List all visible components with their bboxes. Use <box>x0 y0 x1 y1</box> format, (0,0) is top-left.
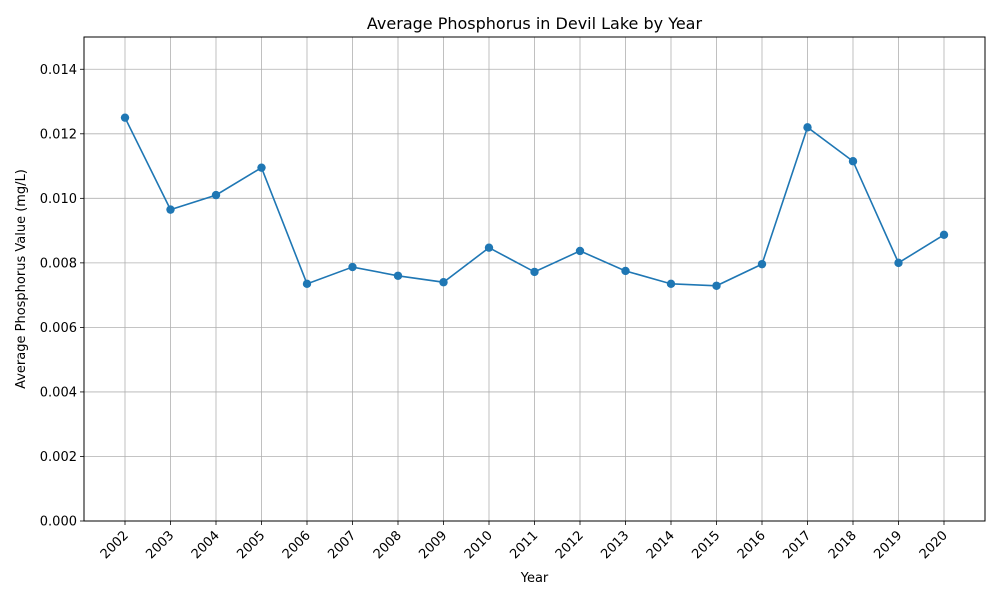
y-axis-title: Average Phosphorus Value (mg/L) <box>14 169 29 389</box>
x-tick-label: 2013 <box>598 528 632 562</box>
data-point <box>575 246 585 256</box>
y-tick-label: 0.014 <box>40 63 77 78</box>
data-point <box>621 266 630 276</box>
x-tick-label: 2008 <box>371 528 405 562</box>
y-tick-label: 0.000 <box>40 515 77 530</box>
data-point <box>348 262 357 272</box>
x-tick-label: 2012 <box>553 528 587 562</box>
x-tick-label: 2002 <box>98 528 132 562</box>
data-point <box>484 243 494 252</box>
x-tick-label: 2020 <box>917 528 951 562</box>
x-tick-label: 2017 <box>780 528 814 562</box>
x-tick-label: 2005 <box>234 528 268 562</box>
data-point <box>666 279 676 289</box>
x-axis-ticks: 2002 2003 2004 2005 2006 2007 2008 2009 2010 2011… <box>98 521 951 562</box>
x-tick-label: 2011 <box>507 528 541 562</box>
y-tick-label: 0.006 <box>40 321 77 336</box>
y-tick-label: 0.008 <box>40 256 77 271</box>
x-tick-label: 2019 <box>871 528 905 562</box>
y-tick-label: 0.010 <box>40 192 77 207</box>
x-tick-label: 2003 <box>143 528 177 562</box>
y-axis-ticks: 0.000 0.002 0.004 0.006 0.008 0.010 0.012 0.014 <box>40 63 84 530</box>
data-point <box>530 267 539 277</box>
grid <box>84 37 985 522</box>
x-tick-label: 2009 <box>416 528 450 562</box>
chart-title: Average Phosphorus in Devil Lake by Year <box>367 14 703 33</box>
data-point <box>439 278 448 287</box>
series-layer <box>120 113 949 290</box>
x-tick-label: 2015 <box>689 528 723 562</box>
data-point <box>211 190 221 200</box>
data-point <box>894 258 903 268</box>
x-tick-label: 2016 <box>735 528 769 562</box>
data-point <box>803 123 812 132</box>
x-tick-label: 2007 <box>325 528 359 562</box>
x-tick-label: 2010 <box>462 528 496 562</box>
x-tick-label: 2018 <box>826 528 860 562</box>
data-point <box>712 281 721 290</box>
x-tick-label: 2004 <box>189 528 223 562</box>
data-point <box>166 205 175 214</box>
data-point <box>848 157 858 166</box>
data-point <box>257 163 266 172</box>
y-tick-label: 0.002 <box>40 450 77 465</box>
data-point <box>302 279 312 289</box>
data-point <box>939 230 949 239</box>
x-tick-label: 2006 <box>280 528 314 562</box>
x-tick-label: 2014 <box>644 528 678 562</box>
x-axis-title: Year <box>520 571 549 586</box>
y-tick-label: 0.012 <box>40 127 77 142</box>
data-point <box>393 271 403 280</box>
data-point <box>757 259 767 269</box>
y-tick-label: 0.004 <box>40 385 77 400</box>
data-point <box>120 113 130 122</box>
